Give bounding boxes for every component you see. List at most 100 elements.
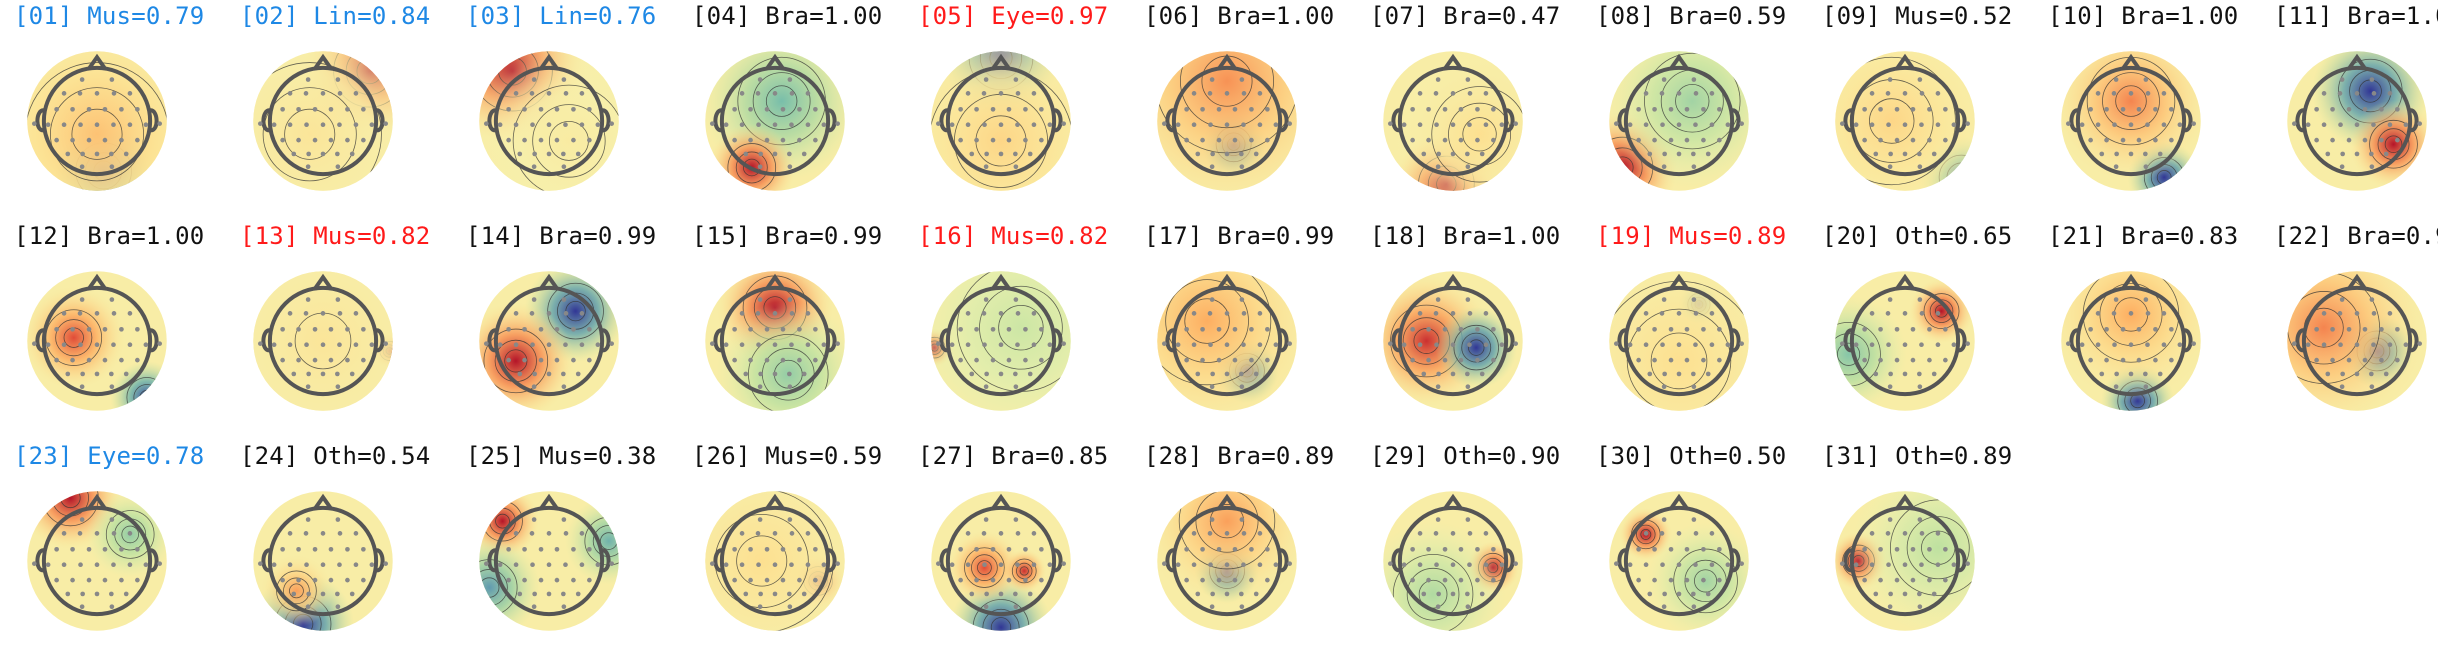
electrode-dot: [1426, 546, 1431, 552]
electrode-dot: [291, 591, 297, 597]
electrode-dot: [328, 546, 334, 552]
topomap-blob: [1609, 271, 1749, 411]
electrode-dot: [1450, 371, 1456, 377]
electrode-dot: [79, 164, 85, 169]
electrode-dot: [1475, 546, 1480, 552]
electrode-dot: [1435, 164, 1441, 169]
electrode-dot: [1410, 106, 1415, 112]
electrode-dot: [743, 151, 749, 157]
electrode-dot: [1216, 577, 1222, 583]
electrode-dot: [983, 517, 989, 522]
electrode-dot: [1442, 137, 1448, 143]
electrode-dot: [127, 342, 133, 348]
head-outline: [267, 65, 379, 177]
contour-line: [1178, 491, 1276, 570]
electrode-dot: [1239, 591, 1244, 597]
electrode-dot: [2136, 137, 2142, 143]
electrode-dot: [2305, 342, 2311, 348]
electrode-dot: [1917, 604, 1923, 609]
electrode-dot: [1705, 591, 1711, 597]
electrode-dot: [1499, 562, 1505, 568]
electrode-dot: [291, 371, 297, 377]
electrode-dot: [1257, 91, 1263, 96]
nose-outline: [539, 53, 559, 70]
component-cell: [21] Bra=0.83: [2046, 222, 2266, 442]
electrode-dot: [1873, 591, 1879, 597]
electrode-dot: [1200, 326, 1205, 332]
electrode-dot: [609, 121, 615, 126]
electrode-dot: [2340, 151, 2345, 157]
head-outline: [41, 65, 153, 177]
electrode-dot: [587, 546, 592, 552]
electrode-dot: [2128, 371, 2134, 377]
electrode-dot: [1902, 371, 1908, 377]
electrode-dot: [1273, 122, 1279, 128]
electrode-dot: [312, 357, 318, 363]
electrode-dot: [990, 137, 996, 143]
electrode-dot: [529, 311, 535, 316]
electrode-dot: [561, 164, 567, 169]
electrode-dot: [1027, 151, 1033, 157]
component-label: [28] Bra=0.89: [1144, 442, 1335, 470]
electrode-dot: [506, 546, 511, 552]
electrode-dot: [45, 122, 51, 128]
electrode-dot: [2369, 151, 2374, 157]
electrode-dot: [1662, 371, 1667, 377]
head-outline: [945, 65, 1057, 177]
electrode-dot: [561, 297, 567, 302]
electrode-dot: [1902, 562, 1908, 568]
electrode-dot: [522, 546, 527, 552]
electrode-dot: [805, 531, 811, 536]
electrode-dot: [1902, 91, 1908, 96]
electrode-dot: [1709, 562, 1715, 568]
contour-line: [504, 349, 528, 373]
topomap: [253, 271, 393, 411]
electrode-dot: [1249, 357, 1254, 363]
electrode-dot: [303, 311, 309, 316]
electrode-dot: [353, 311, 359, 316]
electrode-dot: [2403, 122, 2409, 128]
electrode-dot: [609, 341, 615, 346]
electrode-dot: [77, 531, 83, 536]
electrode-dot: [1659, 91, 1665, 96]
contour-line: [979, 285, 1063, 370]
electrode-dot: [1935, 531, 1941, 536]
electrode-dot: [801, 591, 807, 597]
electrode-dot: [757, 77, 763, 82]
electrode-dot: [94, 562, 100, 568]
electrode-dot: [335, 77, 341, 82]
electrode-dot: [296, 546, 301, 552]
electrode-dot: [1039, 137, 1044, 143]
left-ear: [1165, 548, 1175, 573]
electrode-dot: [143, 562, 149, 568]
electrode-dot: [1902, 342, 1908, 348]
component-label: [26] Mus=0.59: [692, 442, 883, 470]
right-ear: [1279, 328, 1289, 353]
right-ear: [1505, 108, 1515, 133]
electrode-dot: [135, 357, 140, 363]
electrode-dot: [1917, 591, 1922, 597]
electrode-dot: [86, 546, 92, 552]
electrode-dot: [353, 91, 359, 96]
electrode-dot: [764, 577, 770, 583]
electrode-dot: [974, 577, 979, 583]
electrode-dot: [538, 326, 544, 332]
electrode-dot: [345, 546, 350, 552]
topomap-blob: [931, 271, 1071, 411]
electrode-dot: [1917, 151, 1922, 157]
electrode-dot: [561, 604, 567, 609]
electrode-dot: [1965, 561, 1971, 566]
electrode-dot: [522, 106, 527, 112]
component-label: [05] Eye=0.97: [918, 2, 1109, 30]
electrode-dot: [1465, 77, 1471, 82]
electrode-dot: [2379, 357, 2384, 363]
electrode-dot: [1433, 311, 1439, 316]
electrode-dot: [1483, 562, 1489, 568]
electrode-dot: [1161, 561, 1167, 566]
electrode-dot: [1951, 342, 1957, 348]
electrode-dot: [1184, 326, 1189, 332]
topomap: [705, 51, 845, 191]
electrode-dot: [797, 137, 802, 143]
electrode-dot: [1224, 311, 1230, 316]
electrode-dot: [2340, 371, 2345, 377]
